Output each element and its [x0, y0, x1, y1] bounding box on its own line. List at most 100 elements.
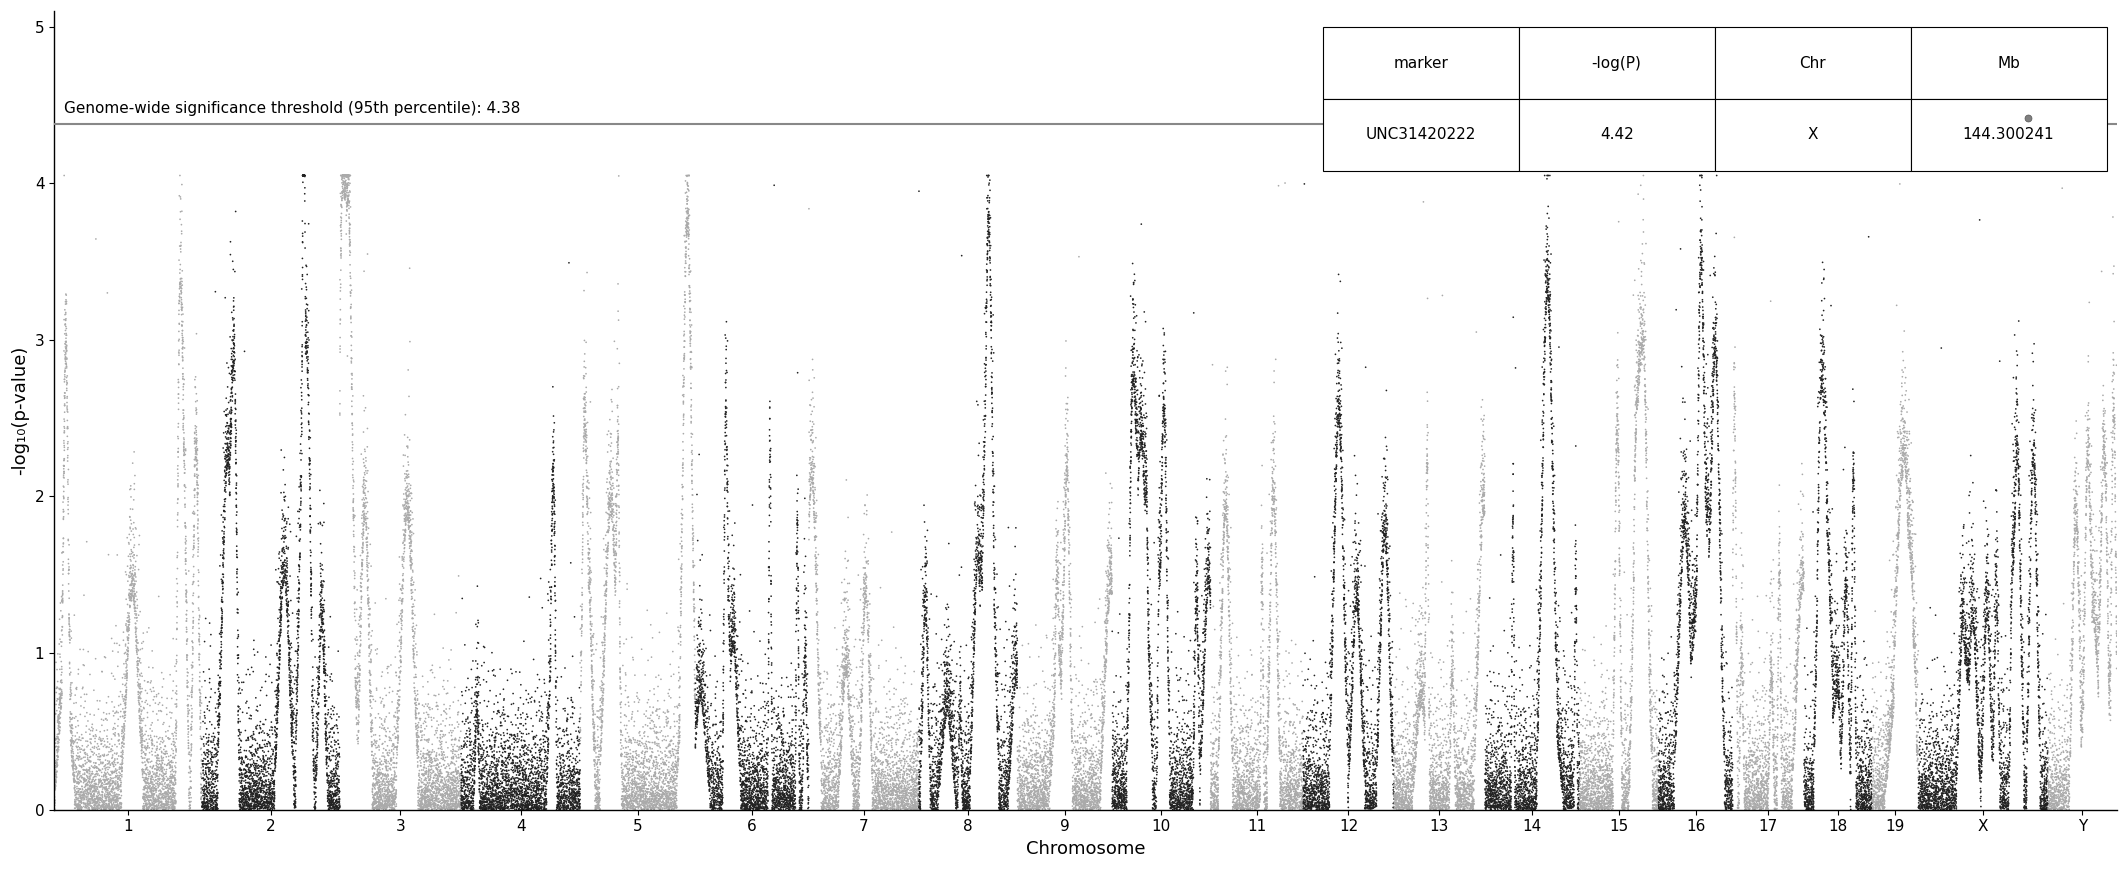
Point: [1994, 647, 2028, 661]
Point: [277, 794, 311, 808]
Point: [358, 643, 392, 657]
Point: [598, 558, 632, 572]
Point: [1341, 580, 1375, 594]
Point: [630, 766, 664, 779]
Point: [1370, 567, 1404, 581]
Point: [496, 799, 530, 813]
Point: [1502, 800, 1536, 814]
Point: [319, 766, 353, 779]
Point: [1792, 801, 1826, 815]
Point: [1209, 502, 1243, 516]
Point: [692, 757, 726, 771]
Point: [1945, 587, 1979, 600]
Point: [758, 775, 792, 789]
Point: [1773, 759, 1807, 773]
Point: [1790, 802, 1824, 816]
Point: [1156, 746, 1190, 760]
Point: [1839, 724, 1873, 738]
Point: [672, 223, 706, 237]
Point: [1130, 607, 1164, 621]
Point: [1351, 799, 1385, 813]
Point: [1419, 790, 1453, 804]
Point: [1447, 794, 1481, 808]
Point: [419, 786, 453, 800]
Point: [1522, 658, 1556, 672]
Point: [2054, 677, 2088, 691]
Point: [472, 760, 506, 774]
Point: [1496, 549, 1530, 563]
Point: [1592, 768, 1626, 782]
Point: [947, 781, 981, 795]
Point: [1888, 414, 1922, 428]
Point: [1766, 799, 1800, 813]
Point: [804, 724, 838, 738]
Point: [1960, 643, 1994, 657]
Point: [532, 655, 566, 669]
Point: [498, 799, 532, 813]
Point: [74, 789, 109, 803]
Point: [281, 604, 315, 618]
Point: [377, 710, 411, 724]
Point: [1681, 372, 1715, 386]
Point: [1639, 753, 1673, 767]
Point: [243, 794, 277, 808]
Point: [260, 691, 294, 705]
Point: [1826, 717, 1860, 731]
Point: [1877, 693, 1911, 707]
Point: [1683, 169, 1717, 182]
Point: [958, 623, 992, 637]
Point: [1017, 762, 1051, 776]
Point: [2026, 779, 2060, 793]
Point: [641, 680, 675, 693]
Point: [1583, 800, 1617, 814]
Point: [2090, 548, 2124, 562]
Point: [1115, 381, 1149, 395]
Point: [306, 605, 340, 619]
Point: [819, 794, 853, 808]
Point: [1328, 576, 1362, 590]
Point: [1177, 758, 1211, 772]
Point: [1019, 790, 1053, 804]
Point: [545, 798, 579, 812]
Point: [143, 799, 177, 813]
Point: [1688, 481, 1722, 495]
Point: [566, 405, 600, 419]
Point: [326, 201, 360, 215]
Point: [994, 711, 1028, 725]
Point: [1739, 756, 1773, 770]
Point: [236, 756, 270, 770]
Point: [1428, 801, 1462, 815]
Point: [1707, 729, 1741, 743]
Point: [1926, 736, 1960, 750]
Point: [202, 668, 236, 682]
Point: [321, 733, 355, 747]
Point: [1036, 692, 1070, 706]
Point: [1117, 297, 1151, 311]
Point: [1341, 548, 1375, 562]
Point: [1266, 793, 1300, 807]
Point: [1658, 687, 1692, 701]
Point: [1236, 793, 1270, 807]
Point: [1971, 576, 2005, 590]
Point: [726, 753, 760, 766]
Point: [1121, 425, 1156, 439]
Point: [381, 728, 415, 742]
Point: [1919, 772, 1954, 786]
Point: [1930, 785, 1964, 799]
Point: [1277, 801, 1311, 815]
Point: [232, 798, 266, 812]
Point: [1115, 373, 1149, 387]
Point: [1643, 777, 1677, 791]
Point: [1749, 776, 1783, 790]
Point: [1483, 772, 1517, 786]
Point: [819, 784, 853, 798]
Point: [692, 773, 726, 786]
Point: [89, 770, 123, 784]
Point: [1060, 791, 1094, 805]
Point: [430, 799, 464, 813]
Point: [1415, 795, 1449, 809]
Point: [1873, 741, 1907, 755]
Point: [1083, 775, 1117, 789]
Point: [309, 689, 343, 703]
Point: [1726, 657, 1760, 671]
